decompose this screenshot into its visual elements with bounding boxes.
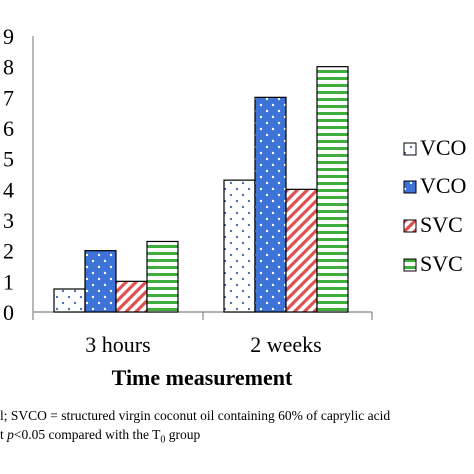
bar bbox=[146, 240, 179, 313]
y-tick-label: 2 bbox=[3, 239, 14, 264]
legend-swatch bbox=[403, 219, 417, 233]
x-category-label: 2 weeks bbox=[250, 332, 321, 357]
legend-label: SVC bbox=[420, 251, 463, 276]
y-tick-label: 0 bbox=[3, 300, 14, 325]
bar bbox=[285, 188, 318, 313]
bar bbox=[254, 96, 287, 313]
legend-label: SVC bbox=[420, 212, 463, 237]
x-axis-label: Time measurement bbox=[112, 365, 293, 390]
y-tick-label: 4 bbox=[3, 177, 14, 202]
footnote-text: <0.05 compared with the T bbox=[13, 427, 161, 442]
footnote-line-1: l; SVCO = structured virgin coconut oil … bbox=[0, 408, 391, 423]
y-tick-label: 1 bbox=[3, 269, 14, 294]
footnote-prefix: t bbox=[0, 427, 8, 442]
legend-swatch bbox=[403, 258, 417, 272]
footnote-suffix: group bbox=[165, 427, 201, 442]
legend-label: VCO bbox=[420, 173, 466, 198]
footnote-line-2: t p<0.05 compared with the T0 group bbox=[0, 427, 200, 446]
legend-label: VCO bbox=[420, 135, 466, 160]
y-tick-label: 8 bbox=[3, 55, 14, 80]
y-tick-label: 5 bbox=[3, 147, 14, 172]
x-category-label: 3 hours bbox=[85, 332, 150, 357]
bar bbox=[316, 66, 349, 313]
y-tick-label: 9 bbox=[3, 24, 14, 49]
legend-swatch bbox=[403, 142, 417, 156]
y-tick-label: 6 bbox=[3, 116, 14, 141]
bar bbox=[84, 250, 117, 313]
y-tick-label: 3 bbox=[3, 208, 14, 233]
bar bbox=[223, 179, 256, 313]
bar bbox=[53, 288, 86, 313]
y-tick-label: 7 bbox=[3, 85, 14, 110]
x-axis bbox=[32, 311, 373, 320]
legend-swatch bbox=[403, 180, 417, 194]
bar bbox=[115, 280, 148, 313]
footnote-p-symbol: p bbox=[7, 427, 14, 442]
footnote-subscript: 0 bbox=[160, 434, 166, 446]
